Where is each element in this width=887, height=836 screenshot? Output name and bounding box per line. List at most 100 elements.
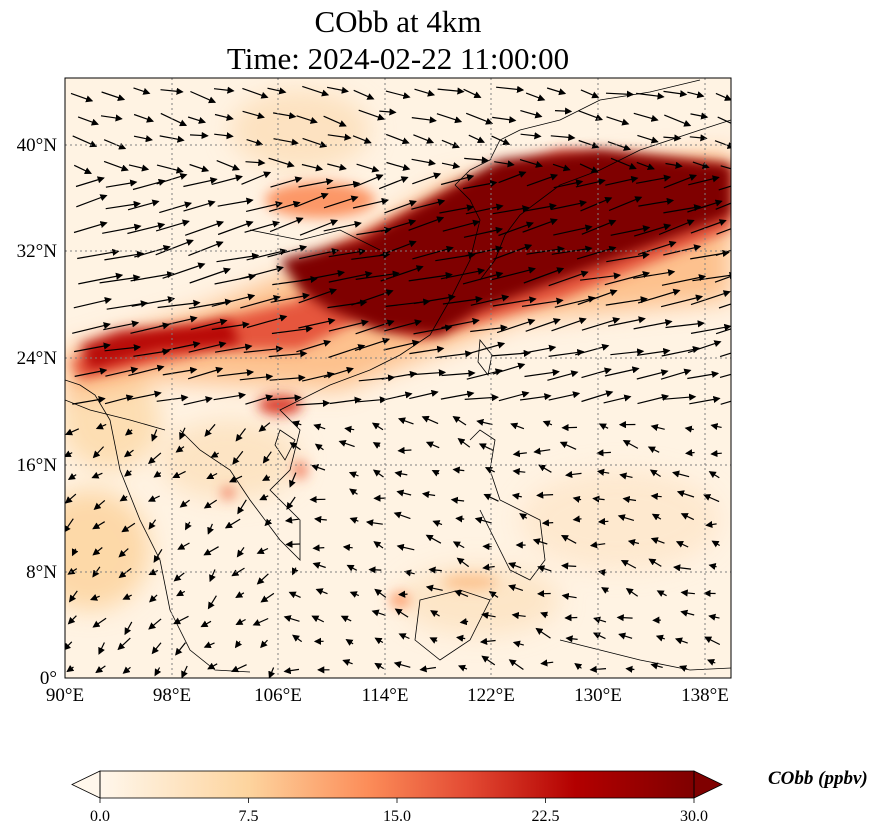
x-axis-ticks: 90°E 98°E 106°E 114°E 122°E 130°E 138°E [46, 685, 729, 706]
wind-vector-arrow [66, 664, 75, 673]
wind-vector-arrow [719, 352, 731, 358]
wind-vector-arrow [328, 248, 367, 258]
wind-vector-arrow [394, 608, 409, 618]
concentration-field [65, 78, 731, 678]
wind-vector-arrow [147, 495, 160, 502]
wind-vector-arrow [636, 161, 655, 171]
wind-vector-arrow [101, 91, 126, 102]
wind-vector-arrow [425, 441, 440, 449]
wind-vector-arrow [124, 621, 133, 636]
wind-vector-arrow [214, 113, 234, 121]
wind-vector-arrow [508, 659, 524, 670]
wind-vector-arrow [351, 289, 394, 306]
wind-vector-arrow [211, 321, 250, 331]
wind-vector-arrow [105, 200, 141, 210]
wind-vector-arrow [175, 445, 185, 453]
wind-vector-arrow [93, 499, 106, 510]
wind-vector-arrow [312, 544, 325, 552]
wind-vector-arrow [264, 518, 273, 527]
wind-vector-arrow [519, 513, 528, 521]
wind-vector-arrow [690, 323, 731, 334]
colorbar-extend-high [693, 770, 723, 799]
wind-vector-arrow [121, 522, 136, 533]
wind-vector-arrow [123, 449, 134, 458]
wind-vector-arrow [625, 588, 639, 597]
wind-vector-arrow [581, 367, 612, 379]
wind-vector-arrow [232, 450, 244, 465]
wind-vector-arrow [271, 325, 314, 335]
wind-vector-arrow [637, 134, 659, 144]
wind-vector-arrow [520, 110, 543, 119]
wind-vector-arrow [65, 493, 77, 504]
wind-vector-arrow [189, 131, 209, 140]
wind-vector-arrow [620, 560, 637, 569]
wind-vector-arrow [355, 319, 395, 335]
wind-vector-arrow [300, 269, 345, 282]
wind-vector-arrow [627, 539, 640, 547]
wind-vector-arrow [269, 374, 306, 382]
wind-vector-arrow [463, 226, 504, 238]
wind-vector-arrow [576, 245, 617, 260]
wind-vector-arrow [235, 428, 246, 442]
wind-vector-arrow [393, 661, 411, 669]
wind-vector-arrow [575, 343, 610, 356]
wind-vector-arrow [270, 176, 303, 188]
wind-vector-arrow [76, 194, 108, 208]
wind-vector-arrow [189, 163, 210, 173]
wind-vector-arrow [715, 92, 731, 101]
wind-vector-arrow [327, 163, 347, 171]
wind-vector-arrow [548, 391, 581, 401]
wind-vector-arrow [200, 620, 212, 628]
wind-vector-arrow [493, 244, 533, 260]
wind-vector-arrow [313, 423, 326, 431]
map-title: CObb at 4km [314, 4, 482, 39]
wind-vector-arrow [476, 418, 493, 426]
wind-vector-arrow [512, 450, 527, 458]
wind-vector-arrow [619, 472, 633, 480]
wind-vector-arrow [189, 267, 231, 284]
wind-vector-arrow [185, 521, 192, 531]
y-tick-label: 0° [40, 668, 57, 689]
wind-vector-arrow [190, 318, 228, 331]
wind-vector-arrow [560, 535, 577, 544]
wind-vector-arrow [217, 369, 255, 377]
wind-vector-arrow [73, 342, 111, 353]
wind-vector-arrow [647, 446, 660, 454]
wind-vector-arrow [596, 449, 611, 457]
wind-vector-arrow [656, 590, 667, 597]
wind-vector-arrow [385, 90, 411, 100]
wind-vector-arrow [719, 373, 731, 378]
wind-vector-arrow [301, 163, 324, 172]
wind-vector-arrow [714, 275, 731, 283]
wind-vector-arrow [289, 472, 297, 488]
wind-vector-arrow [510, 422, 525, 430]
wind-vector-arrow [465, 203, 504, 215]
wind-vector-arrow [105, 366, 139, 377]
wind-vector-arrow [188, 298, 233, 310]
wind-vector-arrow [173, 572, 185, 582]
wind-vector-arrow [103, 139, 127, 150]
wind-vector-arrow [260, 639, 268, 649]
wind-vector-arrow [579, 163, 599, 173]
wind-vector-arrow [663, 174, 698, 189]
wind-vector-arrow [532, 538, 548, 546]
wind-vector-arrow [580, 197, 613, 212]
wind-vector-arrow [267, 244, 308, 258]
wind-vector-arrow [349, 591, 360, 598]
wind-vector-arrow [148, 618, 162, 630]
wind-vector-arrow [157, 299, 201, 309]
wind-vector-arrow [124, 469, 132, 477]
wind-vector-arrow [156, 164, 184, 174]
wind-vector-arrow [441, 162, 461, 170]
wind-vector-arrow [312, 561, 326, 569]
wind-vector-arrow [538, 464, 552, 473]
wind-vector-arrow [710, 449, 722, 458]
wind-vector-arrow [162, 262, 206, 279]
wind-vector-arrow [572, 495, 582, 503]
wind-vector-arrow [77, 116, 99, 126]
wind-vector-arrow [578, 139, 600, 149]
wind-vector-arrow [687, 91, 705, 99]
wind-vector-arrow [358, 109, 386, 121]
wind-vector-arrow [235, 618, 246, 625]
wind-vector-arrow [633, 269, 676, 279]
